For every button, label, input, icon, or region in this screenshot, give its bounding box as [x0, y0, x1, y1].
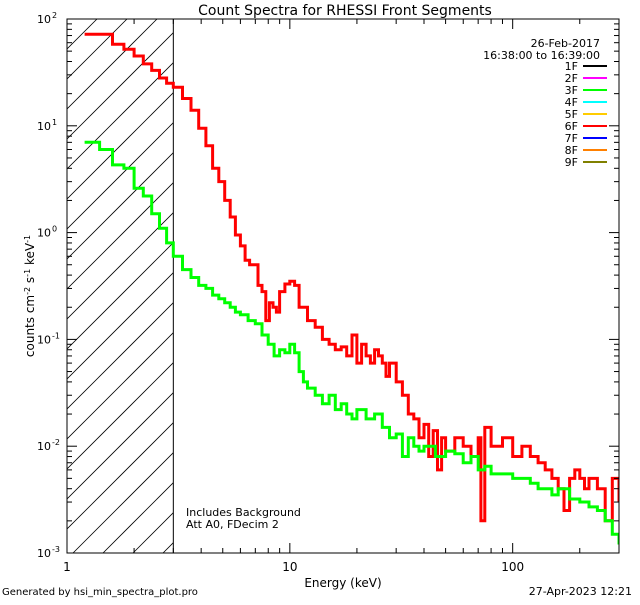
hatch-line — [67, 212, 174, 320]
hatch-line — [67, 362, 174, 470]
legend-label: 3F — [565, 84, 578, 97]
y-axis-label: counts cm-2 s-1 keV-1 — [23, 235, 38, 357]
y-tick-label: 10 — [37, 547, 51, 560]
hatch-line — [72, 452, 174, 553]
hatch-line — [132, 512, 174, 553]
hatch-line — [67, 272, 174, 380]
y-tick-label-exponent: 0 — [52, 225, 57, 234]
y-tick-label-exponent: -1 — [52, 331, 60, 340]
y-tick-label: 10 — [37, 227, 51, 240]
annotation-attenuator: Att A0, FDecim 2 — [186, 518, 279, 531]
legend-label: 2F — [565, 72, 578, 85]
footer-generated-by: Generated by hsi_min_spectra_plot.pro — [2, 587, 198, 598]
date-label: 26-Feb-2017 — [531, 37, 600, 50]
hatch-line — [102, 482, 174, 553]
legend-label: 9F — [565, 156, 578, 169]
hatch-line — [67, 242, 174, 350]
hatch-line — [67, 32, 174, 140]
hatch-line — [67, 152, 174, 260]
y-tick-label: 10 — [37, 333, 51, 346]
legend-label: 4F — [565, 96, 578, 109]
series-line-3f — [84, 140, 619, 545]
hatch-line — [67, 19, 128, 80]
y-tick-label-exponent: -3 — [52, 545, 60, 554]
y-tick-label: 10 — [37, 13, 51, 26]
y-tick-label: 10 — [37, 120, 51, 133]
x-tick-label: 10 — [282, 560, 297, 574]
y-tick-label: 10 — [37, 440, 51, 453]
hatch-line — [162, 542, 174, 553]
series-layer — [84, 32, 619, 545]
y-tick-label-exponent: -2 — [52, 438, 60, 447]
excluded-region-hatch — [67, 19, 174, 553]
legend-label: 5F — [565, 108, 578, 121]
annotation-background: Includes Background — [186, 506, 301, 519]
legend-label: 7F — [565, 132, 578, 145]
hatch-line — [67, 182, 174, 290]
hatch-line — [67, 392, 174, 500]
hatch-line — [67, 62, 174, 170]
y-tick-label-exponent: 1 — [52, 118, 57, 127]
hatch-line — [67, 19, 158, 110]
axis-ticks — [66, 18, 620, 554]
legend-label: 1F — [565, 60, 578, 73]
legend-label: 8F — [565, 144, 578, 157]
hatch-line — [67, 122, 174, 230]
chart-title: Count Spectra for RHESSI Front Segments — [198, 3, 492, 19]
hatch-line — [67, 332, 174, 440]
time-range-label: 16:38:00 to 16:39:00 — [483, 49, 600, 62]
legend-label: 6F — [565, 120, 578, 133]
hatch-line — [67, 422, 174, 530]
hatch-line — [67, 302, 174, 410]
y-tick-label-exponent: 2 — [52, 11, 57, 20]
hatch-line — [67, 92, 174, 200]
x-tick-label: 100 — [501, 560, 524, 574]
series-line-6f — [84, 32, 619, 523]
hatch-line — [67, 19, 98, 50]
x-axis-label: Energy (keV) — [304, 576, 381, 590]
plot-frame — [66, 18, 620, 554]
footer-timestamp: 27-Apr-2023 12:21 — [529, 585, 632, 598]
x-tick-label: 1 — [63, 560, 71, 574]
